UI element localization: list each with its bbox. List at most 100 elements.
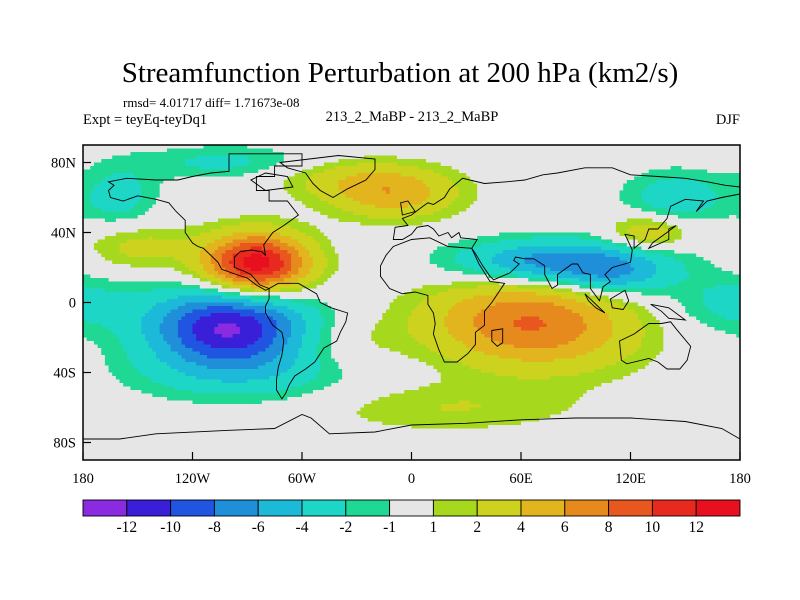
field-cell bbox=[159, 236, 164, 241]
field-cell bbox=[641, 148, 646, 153]
field-cell bbox=[309, 218, 314, 223]
field-cell bbox=[707, 162, 712, 167]
field-cell bbox=[517, 187, 522, 192]
field-cell bbox=[404, 166, 409, 171]
field-cell bbox=[302, 222, 307, 227]
field-cell bbox=[115, 159, 121, 164]
field-cell bbox=[254, 173, 259, 178]
field-cell bbox=[83, 187, 88, 192]
field-cell bbox=[119, 232, 124, 237]
field-cell bbox=[123, 211, 128, 216]
field-cell bbox=[119, 208, 124, 213]
field-cell bbox=[718, 148, 723, 153]
field-cell bbox=[703, 222, 708, 227]
field-cell bbox=[378, 197, 383, 202]
field-cell bbox=[597, 211, 602, 216]
field-cell bbox=[455, 211, 460, 216]
field-cell bbox=[674, 218, 679, 223]
field-cell bbox=[145, 208, 150, 213]
field-cell bbox=[615, 155, 621, 160]
field-cell bbox=[444, 173, 449, 178]
field-cell bbox=[422, 204, 427, 209]
field-cell bbox=[542, 201, 548, 206]
field-cell bbox=[342, 187, 347, 192]
field-cell bbox=[663, 232, 668, 237]
field-cell bbox=[615, 211, 621, 216]
field-cell bbox=[225, 176, 230, 181]
field-cell bbox=[261, 169, 267, 174]
field-cell bbox=[97, 152, 102, 157]
field-cell bbox=[469, 148, 475, 153]
field-cell bbox=[156, 229, 161, 234]
field-cell bbox=[568, 204, 573, 209]
field-cell bbox=[451, 215, 456, 220]
field-cell bbox=[637, 187, 643, 192]
field-cell bbox=[663, 190, 668, 195]
field-cell bbox=[196, 232, 201, 237]
field-cell bbox=[466, 155, 471, 160]
field-cell bbox=[261, 155, 267, 160]
field-cell bbox=[265, 194, 270, 199]
field-cell bbox=[634, 190, 639, 195]
field-cell bbox=[608, 197, 613, 202]
field-cell bbox=[396, 225, 402, 230]
field-cell bbox=[305, 176, 310, 181]
field-cell bbox=[400, 169, 405, 174]
field-cell bbox=[652, 211, 657, 216]
field-cell bbox=[736, 215, 740, 220]
field-cell bbox=[239, 148, 245, 153]
field-cell bbox=[145, 180, 150, 185]
field-cell bbox=[342, 180, 347, 185]
field-cell bbox=[710, 148, 716, 153]
field-cell bbox=[269, 211, 274, 216]
field-cell bbox=[232, 166, 237, 171]
field-cell bbox=[210, 190, 215, 195]
field-cell bbox=[177, 190, 183, 195]
field-cell bbox=[437, 183, 442, 188]
field-cell bbox=[232, 162, 237, 167]
field-cell bbox=[561, 152, 566, 157]
field-cell bbox=[97, 239, 102, 244]
field-cell bbox=[349, 187, 354, 192]
field-cell bbox=[218, 166, 223, 171]
field-cell bbox=[345, 218, 351, 223]
field-cell bbox=[137, 225, 142, 230]
field-cell bbox=[623, 211, 628, 216]
field-cell bbox=[579, 145, 584, 150]
field-cell bbox=[210, 194, 215, 199]
field-cell bbox=[725, 152, 730, 157]
field-cell bbox=[513, 201, 518, 206]
field-cell bbox=[429, 169, 434, 174]
field-cell bbox=[232, 225, 237, 230]
field-cell bbox=[524, 218, 529, 223]
field-cell bbox=[670, 173, 675, 178]
field-cell bbox=[550, 148, 555, 153]
field-cell bbox=[663, 204, 668, 209]
field-cell bbox=[170, 176, 175, 181]
field-cell bbox=[462, 166, 467, 171]
field-cell bbox=[568, 152, 573, 157]
field-cell bbox=[367, 166, 372, 171]
field-cell bbox=[648, 225, 653, 230]
field-cell bbox=[469, 215, 475, 220]
field-cell bbox=[104, 183, 110, 188]
field-cell bbox=[90, 155, 95, 160]
field-cell bbox=[732, 211, 737, 216]
field-cell bbox=[163, 183, 168, 188]
field-cell bbox=[119, 173, 124, 178]
field-cell bbox=[156, 159, 161, 164]
field-cell bbox=[590, 187, 595, 192]
field-cell bbox=[539, 190, 544, 195]
field-cell bbox=[542, 155, 548, 160]
field-cell bbox=[626, 152, 632, 157]
field-cell bbox=[389, 155, 394, 160]
field-cell bbox=[714, 218, 719, 223]
field-cell bbox=[93, 194, 99, 199]
field-cell bbox=[637, 232, 643, 237]
field-cell bbox=[378, 183, 383, 188]
field-cell bbox=[630, 218, 635, 223]
field-cell bbox=[703, 169, 708, 174]
field-cell bbox=[484, 159, 489, 164]
field-cell bbox=[652, 169, 657, 174]
field-cell bbox=[97, 229, 102, 234]
